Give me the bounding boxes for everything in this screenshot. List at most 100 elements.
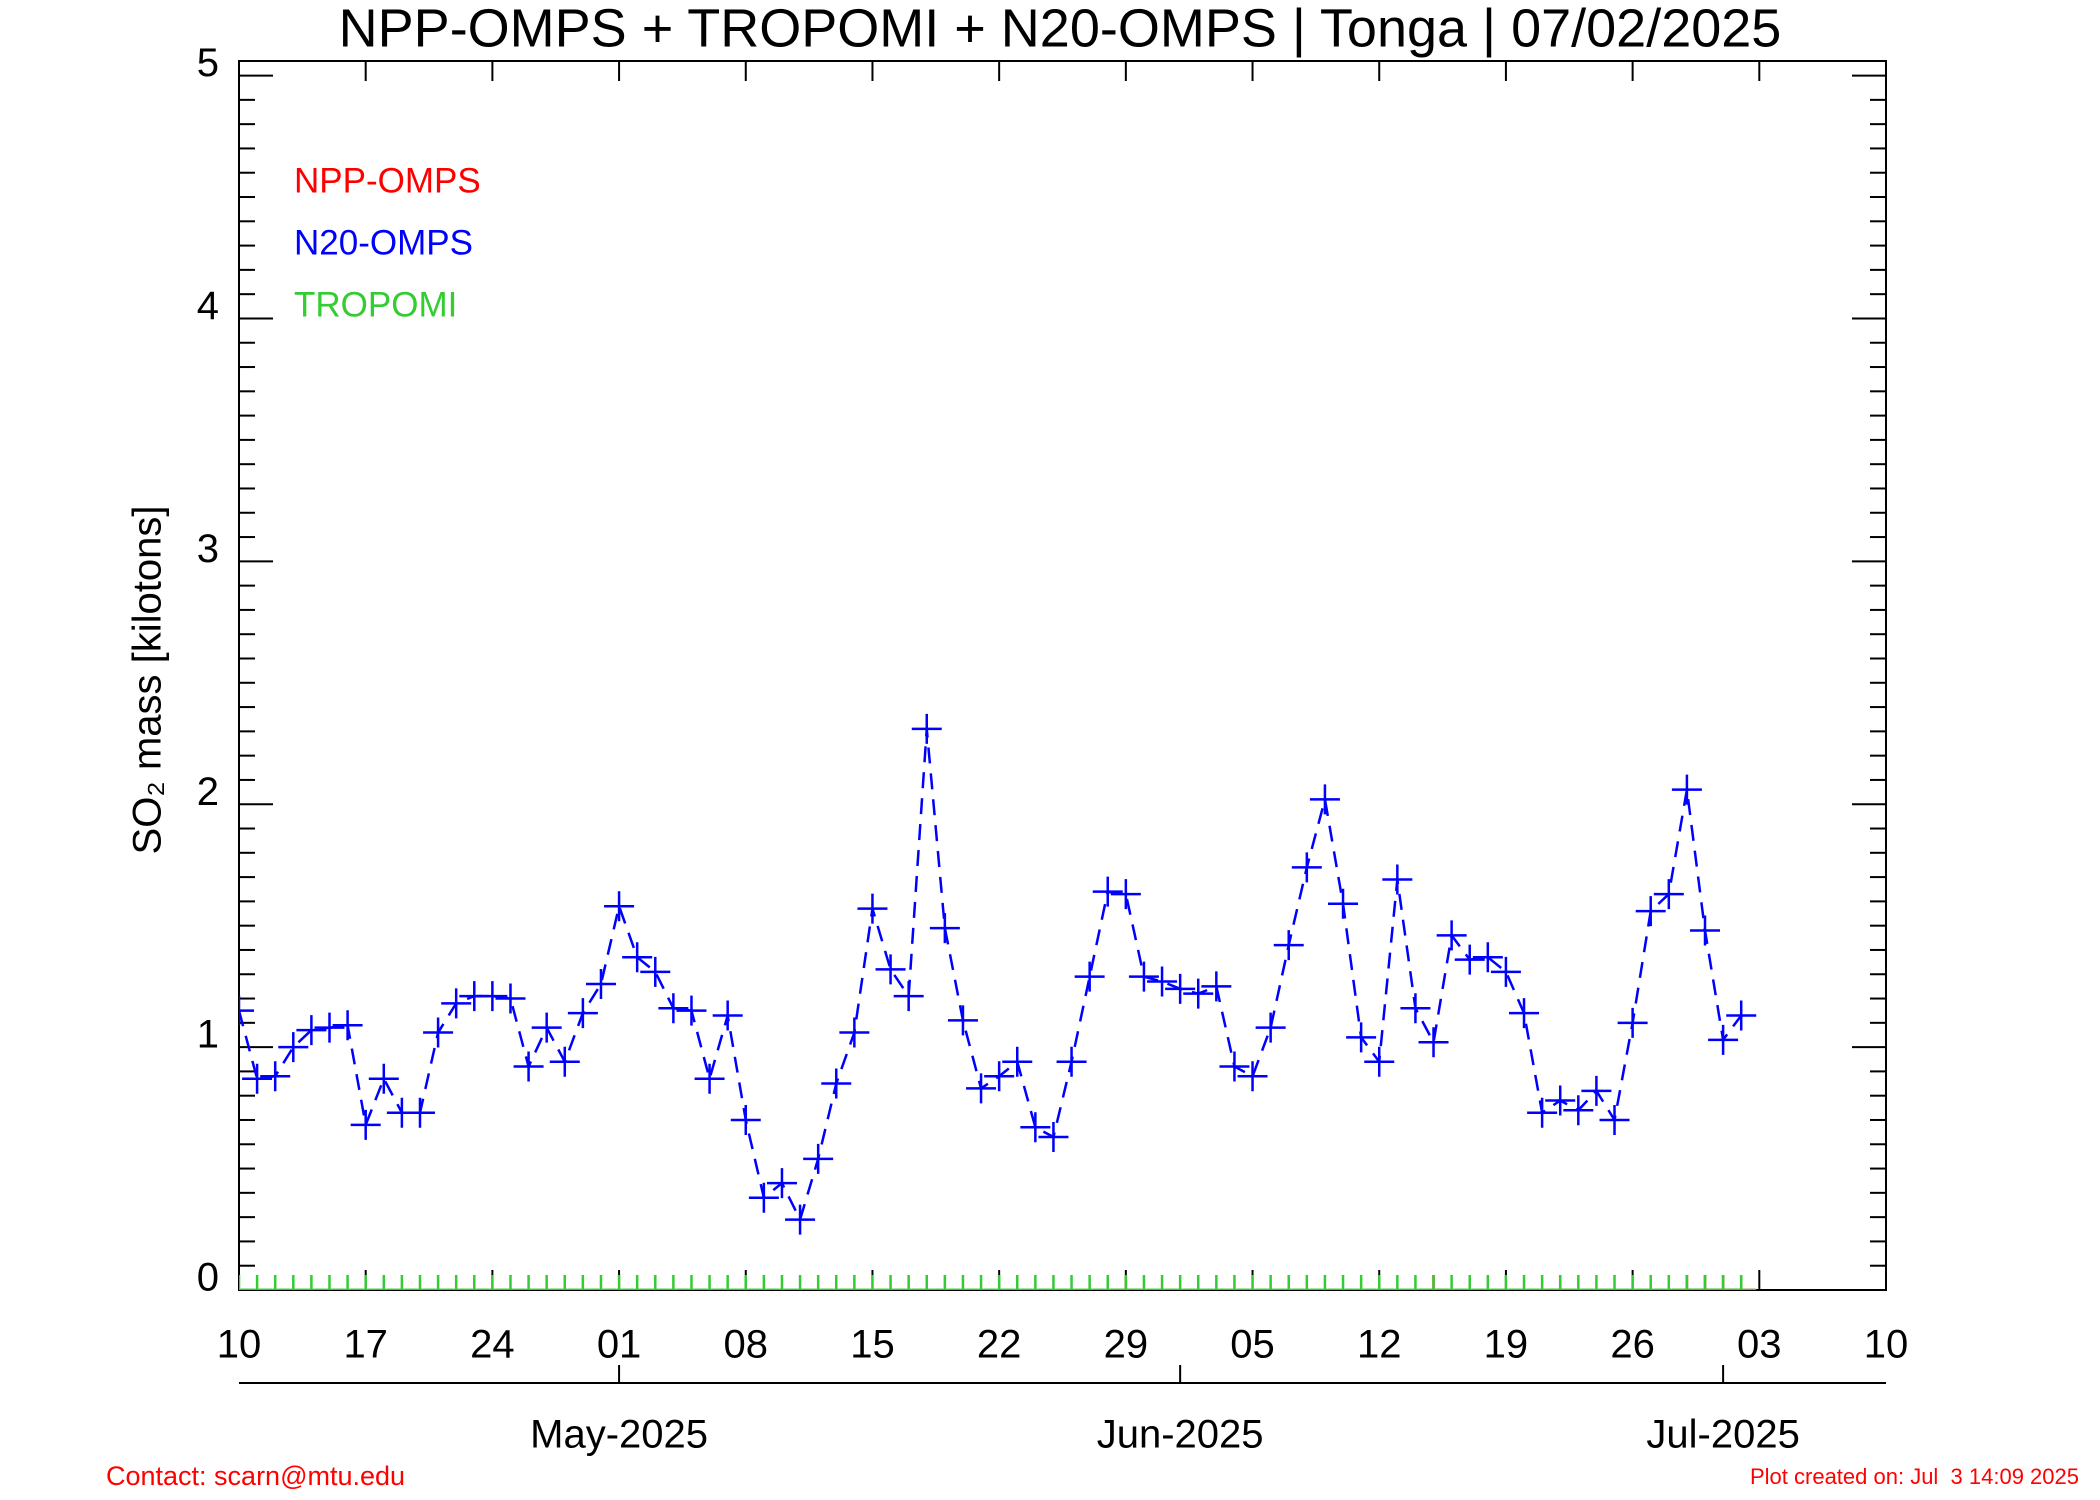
data-point	[1255, 1012, 1286, 1043]
data-point	[730, 1275, 761, 1290]
x-tick-label: 10	[217, 1323, 262, 1367]
data-point	[1563, 1095, 1594, 1126]
data-point	[1490, 956, 1521, 987]
data-point	[1273, 930, 1304, 961]
data-point	[567, 1275, 598, 1290]
data-point	[1690, 1275, 1721, 1290]
data-point	[1581, 1275, 1612, 1290]
chart-title: NPP-OMPS + TROPOMI + N20-OMPS | Tonga | …	[339, 0, 1782, 58]
x-tick-label: 15	[850, 1323, 895, 1367]
data-point	[893, 981, 924, 1012]
data-point	[368, 1275, 399, 1290]
month-label: Jul-2025	[1646, 1413, 1799, 1457]
data-point	[1255, 1275, 1286, 1290]
data-point	[803, 1143, 834, 1174]
x-tick-label: 08	[724, 1323, 769, 1367]
data-point	[766, 1275, 797, 1290]
data-point	[1490, 1275, 1521, 1290]
series-line	[239, 728, 1743, 1223]
plot-area	[239, 713, 1757, 1290]
data-point	[857, 893, 888, 924]
data-point	[242, 1063, 273, 1094]
data-point	[1273, 1275, 1304, 1290]
data-point	[1020, 1112, 1051, 1143]
data-point	[278, 1275, 309, 1290]
data-point	[1382, 1275, 1413, 1290]
data-point	[477, 981, 508, 1012]
data-point	[1382, 864, 1413, 895]
data-point	[730, 1104, 761, 1135]
x-tick-label: 05	[1230, 1323, 1275, 1367]
data-point	[622, 942, 653, 973]
data-point	[1110, 1275, 1141, 1290]
data-point	[1364, 1046, 1395, 1077]
data-point	[1436, 920, 1467, 951]
data-point	[296, 1015, 327, 1046]
data-point	[1418, 1275, 1449, 1290]
data-point	[332, 1275, 363, 1290]
data-point	[984, 1061, 1015, 1092]
data-point	[1038, 1121, 1069, 1152]
data-point	[1092, 1275, 1123, 1290]
data-point	[1418, 1027, 1449, 1058]
data-point	[1545, 1275, 1576, 1290]
data-point	[966, 1073, 997, 1104]
data-point	[1128, 961, 1159, 992]
legend-entry: N20-OMPS	[294, 223, 473, 262]
data-point	[658, 993, 689, 1024]
data-point	[1201, 1275, 1232, 1290]
month-label: May-2025	[530, 1413, 708, 1457]
data-point	[1653, 879, 1684, 910]
data-point	[1183, 1275, 1214, 1290]
data-point	[622, 1275, 653, 1290]
data-point	[984, 1275, 1015, 1290]
data-point	[1092, 876, 1123, 907]
data-point	[748, 1275, 779, 1290]
data-point	[1581, 1075, 1612, 1106]
data-point	[694, 1063, 725, 1094]
data-point	[585, 968, 616, 999]
data-point	[404, 1275, 435, 1290]
x-tick-label: 01	[597, 1323, 642, 1367]
data-point	[1472, 942, 1503, 973]
data-point	[893, 1275, 924, 1290]
data-point	[1074, 961, 1105, 992]
data-point	[1219, 1275, 1250, 1290]
data-point	[567, 998, 598, 1029]
data-point	[1671, 1275, 1702, 1290]
x-tick-label: 03	[1737, 1323, 1782, 1367]
y-tick-label: 3	[197, 527, 219, 571]
legend-entry: NPP-OMPS	[294, 161, 481, 200]
data-point	[332, 1010, 363, 1041]
data-point	[712, 1000, 743, 1031]
month-label: Jun-2025	[1097, 1413, 1264, 1457]
x-tick-label: 17	[343, 1323, 388, 1367]
legend-entry: TROPOMI	[294, 285, 457, 324]
data-point	[1056, 1275, 1087, 1290]
footer-created: Plot created on: Jul 3 14:09 2025	[1750, 1464, 2079, 1489]
y-tick-label: 2	[197, 770, 219, 814]
x-tick-label: 24	[470, 1323, 515, 1367]
data-point	[350, 1109, 381, 1140]
data-point	[640, 1275, 671, 1290]
data-point	[1400, 1275, 1431, 1290]
data-point	[1509, 998, 1540, 1029]
data-point	[314, 1012, 345, 1043]
data-point	[1599, 1104, 1630, 1135]
y-tick-label: 0	[197, 1256, 219, 1300]
data-point	[1454, 944, 1485, 975]
data-point	[857, 1275, 888, 1290]
data-point	[1346, 1275, 1377, 1290]
data-point	[423, 1275, 454, 1290]
data-point	[911, 713, 942, 744]
data-point	[1147, 966, 1178, 997]
data-point	[911, 1275, 942, 1290]
data-point	[531, 1012, 562, 1043]
data-point	[821, 1068, 852, 1099]
data-point	[1726, 1275, 1757, 1290]
data-point	[929, 1275, 960, 1290]
data-point	[404, 1097, 435, 1128]
data-point	[676, 995, 707, 1026]
data-point	[1165, 973, 1196, 1004]
data-point	[585, 1275, 616, 1290]
